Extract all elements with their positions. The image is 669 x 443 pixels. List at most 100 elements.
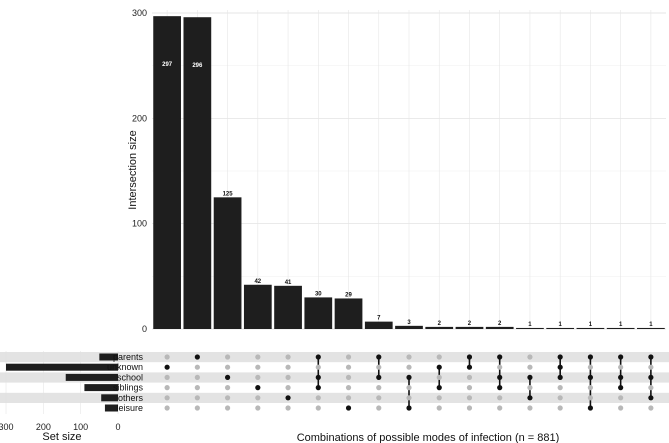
set-label-others: others [118,393,144,403]
bar-value-label: 41 [285,280,292,286]
matrix-dot-empty [255,374,261,380]
row-stripe-others [0,392,669,403]
matrix-dot-empty [648,405,654,411]
matrix-dot-filled [557,364,563,370]
set-label-parents: parents [113,352,144,362]
matrix-dot-filled [527,395,533,401]
bar-value-label: 29 [345,292,352,298]
matrix-dot-empty [194,405,200,411]
matrix-dot-empty [406,395,412,401]
matrix-dot-empty [618,405,624,411]
matrix-dot-empty [285,364,291,370]
matrix-dot-empty [255,395,261,401]
matrix-dot-empty [224,354,231,360]
bar-value-label: 296 [192,63,203,69]
matrix-dot-empty [587,385,594,391]
intersection-bar [637,327,665,329]
matrix-dot-empty [255,405,261,411]
matrix-dot-filled [587,354,594,360]
matrix-dot-filled [618,354,624,360]
bar-value-label: 1 [589,322,593,328]
matrix-dot-empty [345,364,352,370]
matrix-dot-empty [587,395,594,401]
set-size-bar-unknown [6,363,118,371]
bar-value-label: 125 [223,191,234,197]
matrix-dot-empty [194,364,200,370]
matrix-dot-filled [587,374,594,380]
matrix-dot-empty [497,405,503,411]
intersection-bar [455,326,484,329]
matrix-dot-empty [587,364,594,370]
matrix-dot-empty [224,364,231,370]
matrix-dot-filled [587,405,594,411]
matrix-dot-empty [164,354,170,360]
matrix-dot-empty [376,364,382,370]
bar-value-label: 1 [619,322,623,328]
y-axis: 0 100 200 300 [132,8,147,334]
matrix-dot-empty [345,374,352,380]
bar-value-label: 2 [468,321,472,327]
bar-value-label: 42 [254,279,261,285]
set-label-siblings: siblings [113,383,144,393]
y-axis-title: Intersection size [127,130,139,209]
matrix-dot-empty [497,395,503,401]
matrix-dot-filled [466,364,473,370]
matrix-dot-filled [406,374,412,380]
matrix-dot-empty [557,385,563,391]
intersection-bar [183,17,212,330]
matrix-dot-filled [224,374,231,380]
set-size-tick-label: 300 [0,422,14,432]
matrix-dot-empty [466,385,473,391]
bar-value-label: 297 [162,62,173,68]
matrix-dot-empty [224,395,231,401]
matrix-dot-empty [406,364,412,370]
set-size-tick-label: 200 [36,422,51,432]
intersection-bar [485,326,514,329]
intersection-bar [243,284,272,329]
matrix-dot-empty [164,405,170,411]
matrix-dot-filled [436,364,442,370]
matrix-dot-filled [618,374,624,380]
set-size-bar-siblings [84,384,118,392]
set-label-leisure: leisure [116,403,143,413]
bar-value-label: 30 [315,291,322,297]
intersection-bar [213,197,242,329]
matrix-dot-empty [436,374,442,380]
matrix-dot-empty [315,395,321,401]
matrix-dot-empty [164,385,170,391]
matrix-dot-empty [557,405,563,411]
matrix-dot-empty [315,405,321,411]
intersection-bar [576,327,605,329]
matrix-dot-filled [648,354,654,360]
matrix-dot-empty [527,364,533,370]
matrix-dot-filled [557,374,563,380]
matrix-dot-empty [255,364,261,370]
set-size-tick-label: 0 [115,422,120,432]
bar-value-label: 1 [528,322,532,328]
matrix-dot-filled [285,395,291,401]
set-size-title: Set size [42,431,81,443]
matrix-dot-empty [194,385,200,391]
set-size-bar-parents [99,353,118,361]
intersection-bar [425,326,454,329]
set-label-unknown: unknown [107,362,143,372]
intersection-bar [364,321,393,329]
matrix-dot-empty [406,354,412,360]
matrix-dot-empty [557,395,563,401]
matrix-dot-empty [436,354,442,360]
bar-value-label: 2 [438,321,442,327]
y-tick-label: 200 [132,113,147,123]
set-size-tick-label: 100 [73,422,88,432]
bar-value-label: 1 [649,322,653,328]
matrix-dot-empty [224,405,231,411]
x-axis-title: Combinations of possible modes of infect… [297,432,560,443]
matrix-dot-empty [436,395,442,401]
matrix-dot-filled [436,385,442,391]
matrix-dot-filled [194,354,200,360]
matrix-dot-empty [194,374,200,380]
matrix-dot-empty [224,385,231,391]
matrix-dot-filled [648,395,654,401]
intersection-bar [516,327,544,329]
